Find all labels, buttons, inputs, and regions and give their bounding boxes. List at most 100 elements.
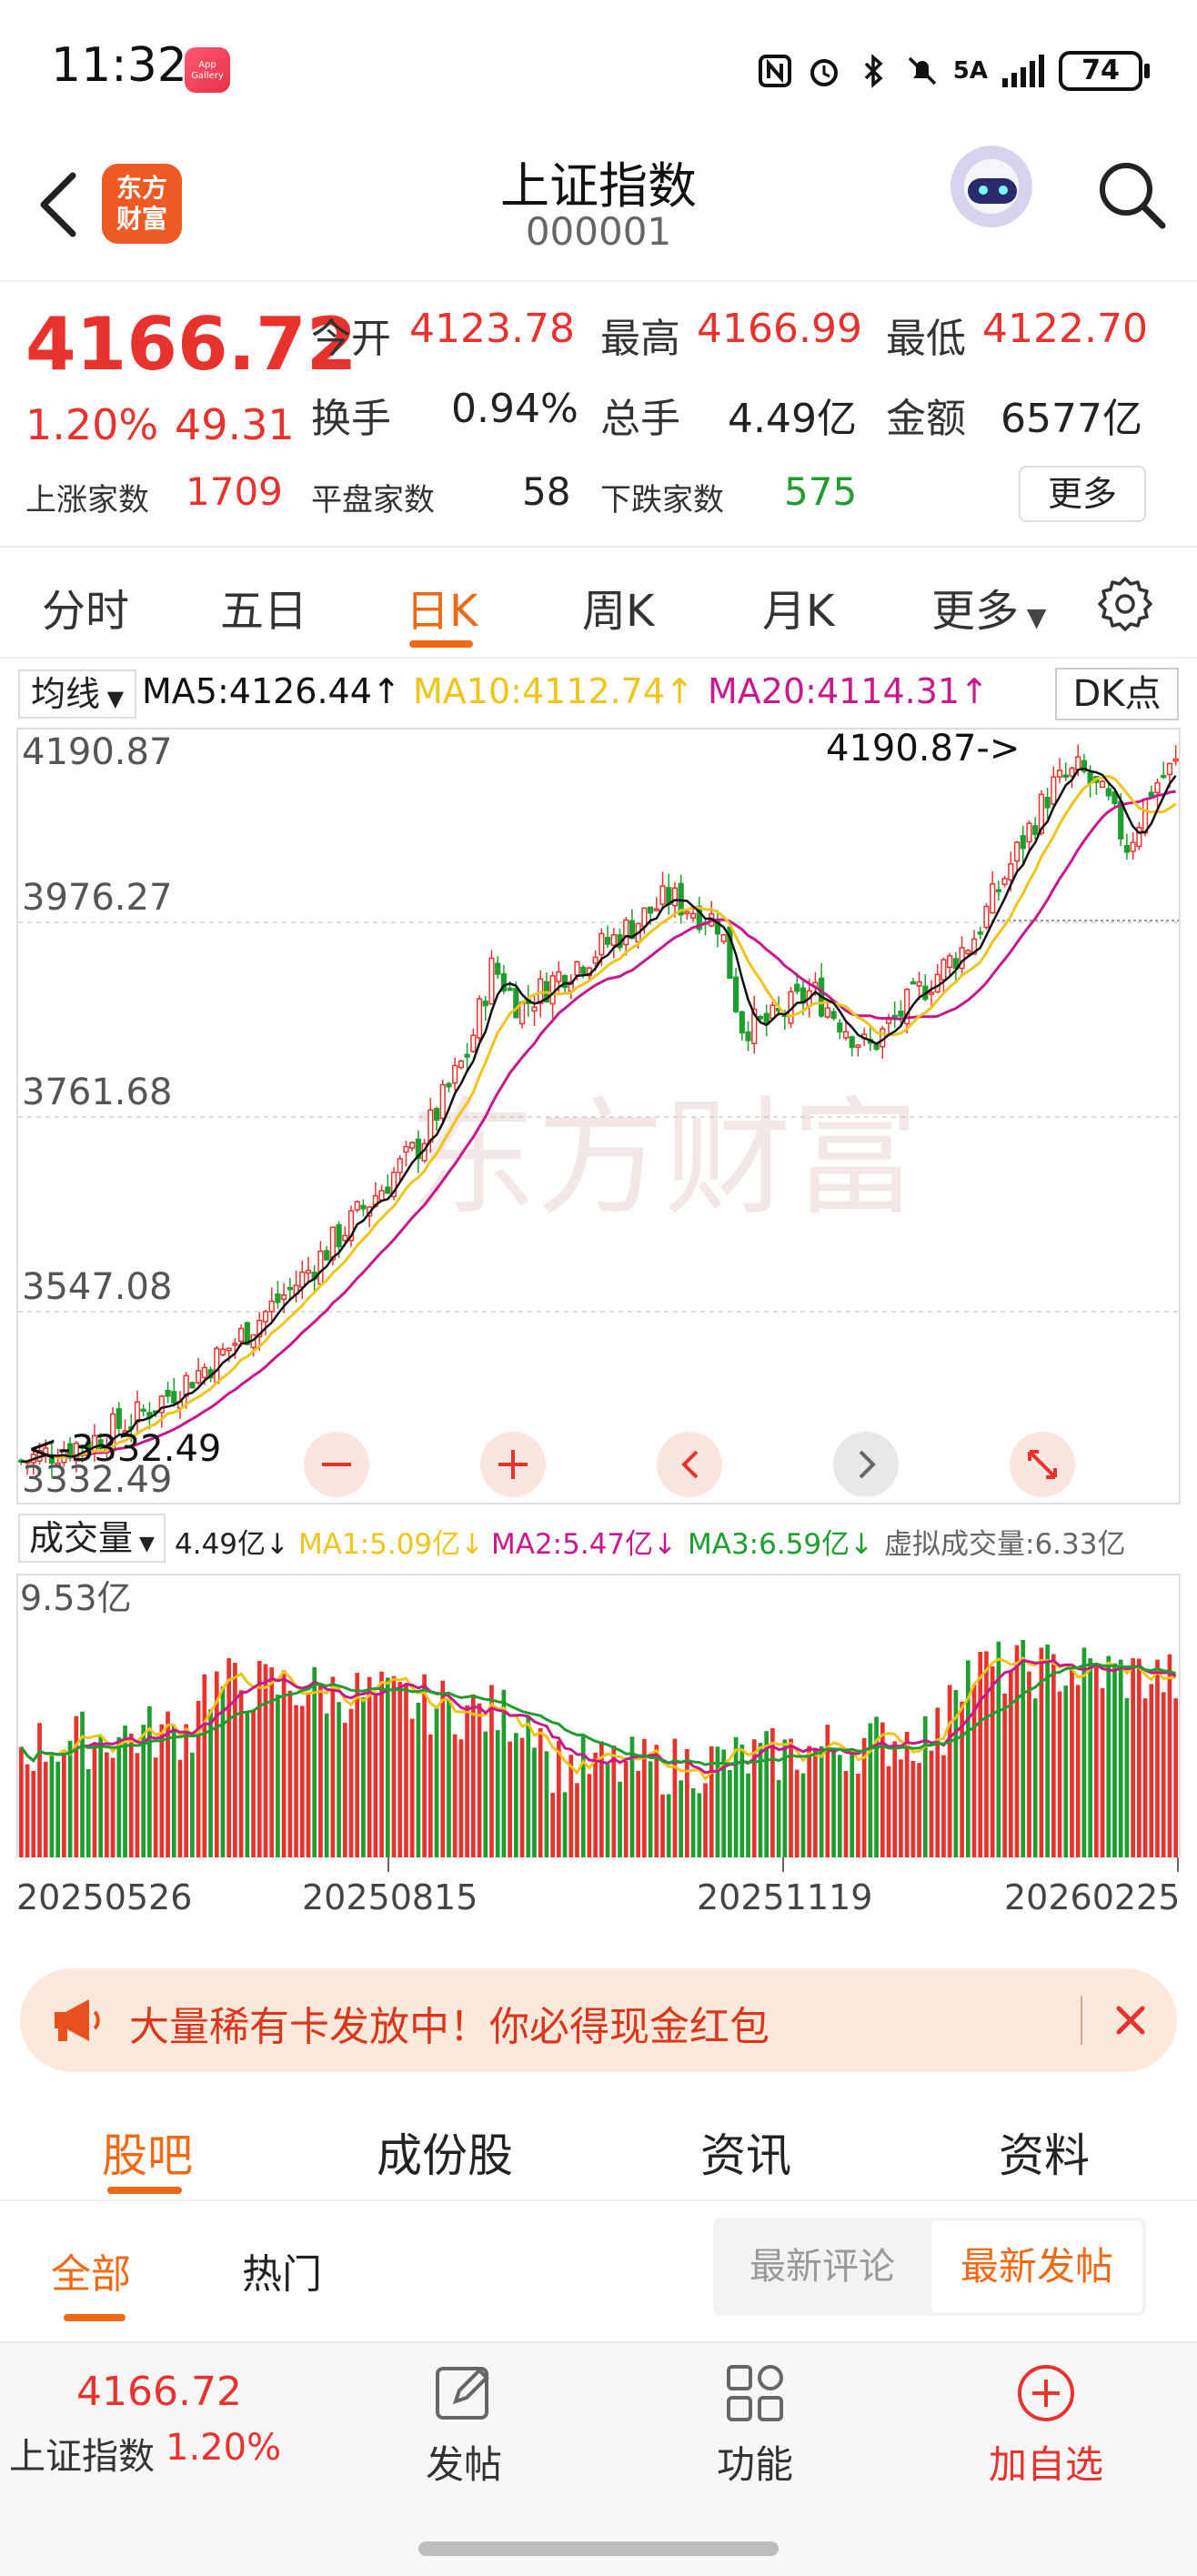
tab-constituents[interactable]: 成份股 — [377, 2129, 513, 2182]
volume-bar — [550, 1793, 555, 1857]
functions-button[interactable]: 功能 — [664, 2363, 846, 2490]
candle-body — [513, 988, 519, 1019]
volume-bar — [758, 1743, 763, 1857]
volume-bar — [697, 1793, 702, 1857]
date-label: 20260225 — [1004, 1877, 1181, 1917]
tab-more-label: 更多 — [931, 586, 1020, 637]
candle-body — [256, 1319, 263, 1338]
volume-bar — [123, 1726, 127, 1857]
zoom-out-button[interactable] — [304, 1432, 369, 1497]
tab-forum[interactable]: 股吧 — [102, 2129, 193, 2182]
volume-bar — [312, 1666, 317, 1857]
sort-latest-comment[interactable]: 最新评论 — [749, 2246, 895, 2288]
candle-body — [842, 1031, 850, 1039]
add-watchlist-button[interactable]: 加自选 — [955, 2363, 1137, 2490]
volume-bar — [355, 1673, 360, 1857]
tab-all[interactable]: 全部 — [51, 2251, 131, 2298]
volume-bar — [98, 1735, 104, 1857]
candle-body — [1154, 781, 1161, 794]
axis-label: 3547.08 — [22, 1266, 172, 1308]
tab-more-periods[interactable]: 更多 ▼ — [931, 575, 1046, 639]
change-amount: 49.31 — [175, 400, 295, 449]
scroll-right-button[interactable] — [833, 1432, 899, 1497]
scroll-left-button[interactable] — [657, 1432, 722, 1497]
candle-body — [458, 1060, 464, 1069]
tab-intraday[interactable]: 分时 — [42, 586, 130, 637]
high-value: 4166.99 — [697, 306, 862, 352]
candle-body — [739, 1011, 745, 1034]
candle-body — [916, 981, 922, 987]
volume-bar — [532, 1747, 537, 1857]
candle-body — [464, 1053, 470, 1058]
candle-body — [1136, 827, 1142, 848]
volume-bar — [159, 1724, 165, 1857]
volume-label: 总手 — [600, 396, 680, 442]
robot-assistant-icon[interactable] — [946, 146, 1037, 236]
volume-bar — [208, 1709, 213, 1857]
tab-five-day[interactable]: 五日 — [220, 586, 308, 637]
candle-body — [1166, 762, 1173, 776]
candle-body — [751, 1008, 758, 1044]
more-quote-button[interactable]: 更多 — [1019, 466, 1146, 522]
volume-bar — [679, 1780, 684, 1857]
functions-label: 功能 — [716, 2442, 793, 2487]
volume-bar — [62, 1752, 66, 1857]
gear-icon[interactable] — [1096, 575, 1154, 633]
min-price-annotation: <-3332.49 — [27, 1428, 221, 1470]
candle-body — [610, 934, 617, 946]
volume-indicator-select[interactable]: 成交量 ▼ — [18, 1514, 166, 1563]
candle-body — [305, 1269, 312, 1274]
zoom-in-button[interactable] — [480, 1432, 546, 1497]
volume-bar — [629, 1736, 635, 1857]
volume-bar — [324, 1713, 329, 1857]
volume-bar — [843, 1771, 849, 1857]
candle-body — [794, 983, 800, 992]
candle-body — [165, 1390, 171, 1397]
back-button[interactable] — [27, 168, 91, 241]
volume-bar — [128, 1733, 134, 1857]
volume-bar — [899, 1759, 903, 1857]
header: 东方财富 上证指数 000001 — [0, 136, 1197, 282]
advancers-count: 1709 — [186, 469, 283, 514]
close-icon[interactable] — [1104, 1994, 1157, 2047]
volume-bar — [1021, 1639, 1026, 1857]
promo-banner[interactable]: 大量稀有卡发放中！你必得现金红包 — [20, 1968, 1177, 2072]
fullscreen-button[interactable] — [1010, 1432, 1075, 1497]
volume-bar — [483, 1731, 488, 1857]
candle-body — [904, 988, 910, 1025]
candle-body — [538, 978, 544, 1004]
volume-chart[interactable]: 9.53亿 — [16, 1574, 1181, 1857]
volume-bar — [245, 1712, 250, 1857]
unchanged-count: 58 — [522, 469, 571, 514]
sort-latest-post[interactable]: 最新发帖 — [931, 2221, 1142, 2312]
home-indicator[interactable] — [418, 2541, 779, 2556]
candle-body — [439, 1083, 446, 1120]
tab-news[interactable]: 资讯 — [700, 2129, 791, 2182]
candle-body — [971, 938, 978, 955]
kline-chart[interactable]: 东方财富 4190.87 3976.27 3761.68 3547.08 333… — [16, 728, 1181, 1504]
volume-bar — [904, 1731, 910, 1857]
candle-body — [55, 1462, 61, 1466]
volume-bar — [348, 1708, 354, 1857]
candle-body — [714, 921, 721, 935]
tab-weekly-k[interactable]: 周K — [582, 586, 655, 637]
tab-monthly-k[interactable]: 月K — [762, 586, 835, 637]
post-button[interactable]: 发帖 — [373, 2363, 555, 2490]
candle-body — [189, 1382, 196, 1389]
volume-bar — [648, 1761, 653, 1857]
kline-svg: 东方财富 4190.87 3976.27 3761.68 3547.08 333… — [18, 730, 1179, 1501]
tab-daily-k[interactable]: 日K — [406, 586, 478, 637]
dk-point-button[interactable]: DK点 — [1055, 668, 1179, 720]
volume-bar — [1161, 1692, 1166, 1857]
volume-bar — [856, 1774, 860, 1857]
volume-bar — [330, 1676, 336, 1857]
indicator-select[interactable]: 均线 ▼ — [18, 669, 137, 719]
candle-body — [140, 1408, 146, 1413]
tab-profile[interactable]: 资料 — [999, 2129, 1090, 2182]
search-icon[interactable] — [1091, 155, 1173, 236]
tab-hot[interactable]: 热门 — [242, 2251, 322, 2298]
volume-bar — [1002, 1693, 1007, 1857]
alarm-icon — [810, 59, 838, 86]
volume-bar — [715, 1746, 720, 1857]
last-price: 4166.72 — [25, 302, 357, 387]
